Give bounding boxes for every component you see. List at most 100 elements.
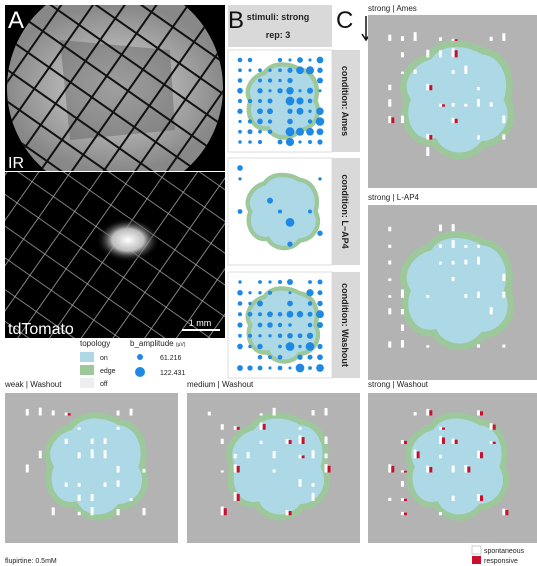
spontaneous-bar: [452, 466, 455, 473]
amplitude-dot: [258, 140, 262, 144]
spontaneous-bar: [52, 507, 55, 515]
amplitude-dot: [247, 129, 252, 134]
spontaneous-bar: [234, 454, 237, 458]
amplitude-dot: [308, 312, 313, 317]
legend-title: topology: [80, 339, 110, 348]
amplitude-dot: [277, 88, 282, 93]
amplitude-dot: [307, 88, 313, 94]
amplitude-dot: [278, 280, 282, 284]
responsive-bar: [68, 413, 71, 415]
amplitude-dot: [308, 110, 311, 113]
spontaneous-bar: [452, 261, 455, 264]
spontaneous-bar: [234, 426, 237, 430]
spontaneous-bar: [439, 50, 442, 57]
strip-label: condition: Ames: [340, 66, 350, 136]
spontaneous-bar: [325, 437, 328, 444]
responsive-bar: [404, 499, 407, 501]
amplitude-dot: [308, 366, 312, 370]
amplitude-dot: [238, 177, 241, 180]
spontaneous-bar: [273, 469, 276, 472]
responsive-bar: [480, 452, 483, 458]
amplitude-dot: [318, 290, 323, 295]
spontaneous-bar: [388, 308, 391, 314]
spontaneous-bar: [401, 325, 404, 331]
spontaneous-bar: [388, 464, 391, 472]
amplitude-dot: [287, 311, 294, 318]
amplitude-dot: [308, 99, 313, 104]
amplitude-dot: [268, 89, 271, 92]
spontaneous-bar: [464, 104, 467, 107]
amplitude-dot: [238, 140, 241, 143]
image-label: IR: [8, 155, 24, 172]
legend-key: [472, 556, 481, 564]
amplitude-dot: [238, 301, 243, 306]
amplitude-dot: [247, 365, 252, 370]
amplitude-dot: [258, 291, 261, 294]
spontaneous-bar: [65, 439, 68, 444]
panel-title: strong | Ames: [368, 4, 417, 13]
responsive-bar: [480, 495, 483, 501]
legend-label: 61.216: [160, 355, 182, 362]
amplitude-dot: [238, 130, 242, 134]
spontaneous-bar: [426, 134, 429, 140]
spontaneous-bar: [414, 32, 417, 41]
responsive-bar: [505, 510, 508, 515]
spontaneous-bar: [104, 438, 107, 444]
panel-title: weak | Washout: [4, 380, 62, 389]
amplitude-dot: [287, 333, 293, 339]
spontaneous-bar: [477, 87, 480, 90]
amplitude-dot: [268, 355, 272, 359]
responsive-bar: [289, 511, 292, 515]
spontaneous-bar: [502, 33, 505, 41]
spontaneous-bar: [286, 439, 289, 444]
spontaneous-bar: [477, 245, 480, 248]
spontaneous-bar: [439, 225, 442, 232]
amplitude-dot: [258, 323, 263, 328]
amplitude-dot: [287, 301, 293, 307]
amplitude-dot: [297, 311, 303, 317]
scale-label: 1 mm: [189, 318, 212, 328]
topology-map: [47, 415, 145, 517]
amplitude-dot: [317, 78, 323, 84]
image-label: tdTomato: [8, 321, 74, 338]
amplitude-dot: [237, 88, 243, 94]
spontaneous-bar: [273, 451, 276, 458]
amplitude-dot: [238, 68, 242, 72]
amplitude-dot: [238, 78, 243, 83]
spontaneous-bar: [452, 439, 455, 444]
spontaneous-bar: [426, 84, 429, 90]
amplitude-dot: [287, 78, 292, 83]
amplitude-dot: [298, 333, 303, 338]
amplitude-dot: [278, 209, 282, 213]
responsive-bar: [429, 410, 432, 415]
amplitude-dot: [287, 68, 292, 73]
spontaneous-bar: [490, 423, 493, 429]
amplitude-dot: [268, 280, 271, 283]
amplitude-dot: [306, 342, 315, 351]
panel-label: C: [336, 7, 353, 34]
spontaneous-bar: [401, 440, 404, 444]
topology-map: [248, 175, 318, 248]
amplitude-dot: [248, 334, 252, 338]
spontaneous-bar: [325, 454, 328, 459]
legend-title: b_amplitude: [130, 339, 174, 348]
amplitude-dot: [286, 138, 294, 146]
spontaneous-bar: [452, 48, 455, 57]
amplitude-dot: [296, 364, 305, 373]
spontaneous-bar: [502, 345, 505, 348]
spontaneous-bar: [414, 70, 417, 74]
responsive-bar: [442, 428, 445, 430]
spontaneous-bar: [490, 441, 493, 444]
spontaneous-bar: [299, 479, 302, 487]
amplitude-dot: [237, 365, 243, 371]
topology-map: [403, 235, 511, 347]
legend-label: 122.431: [160, 370, 185, 377]
amplitude-dot: [317, 322, 323, 328]
legend-label: on: [100, 355, 108, 362]
spontaneous-bar: [388, 261, 391, 265]
spontaneous-bar: [299, 455, 302, 458]
amplitude-dot: [237, 290, 243, 296]
spontaneous-bar: [26, 409, 29, 415]
responsive-bar: [467, 467, 470, 473]
amplitude-dot: [248, 302, 251, 305]
